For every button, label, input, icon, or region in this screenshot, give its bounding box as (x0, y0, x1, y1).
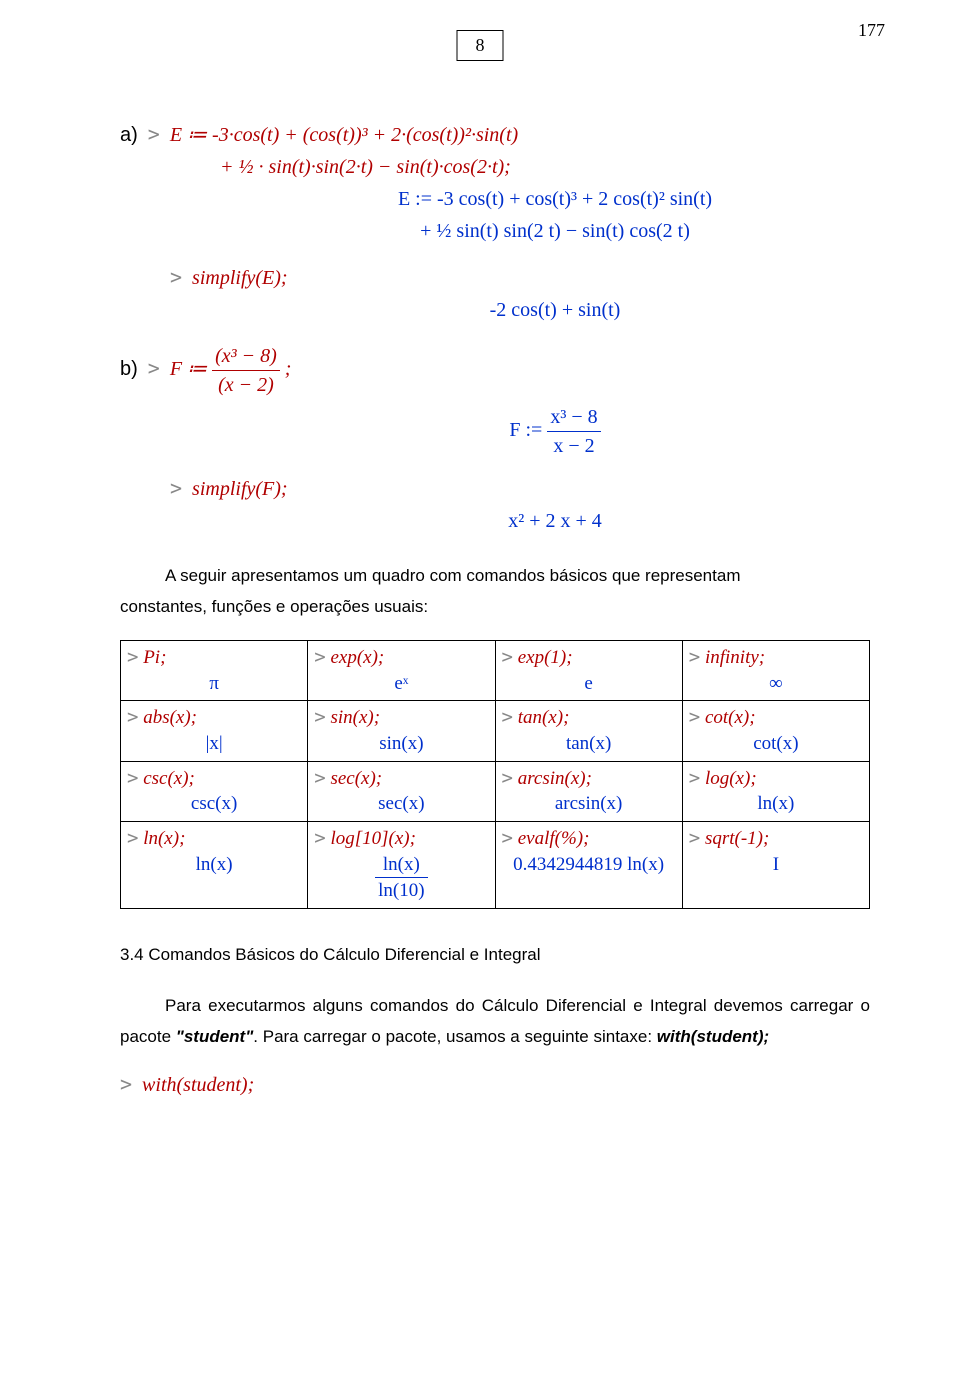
table-row: > csc(x);csc(x)> sec(x);sec(x)> arcsin(x… (121, 761, 870, 821)
table-cell: > abs(x);|x| (121, 701, 308, 761)
page-number-right: 177 (858, 20, 885, 41)
with-student-input: with(student); (142, 1074, 254, 1096)
table-cell: > log[10](x);ln(x)ln(10) (308, 822, 495, 909)
part-b-line: b) > F ≔ (x³ − 8)(x − 2) ; (120, 342, 870, 399)
part-a-simplify-in: > simplify(E); (120, 263, 870, 292)
part-b-input: F ≔ (x³ − 8)(x − 2) ; (170, 358, 292, 380)
table-cell: > arcsin(x);arcsin(x) (495, 761, 682, 821)
table-cell: > sqrt(-1);I (682, 822, 869, 909)
prompt-icon: > (120, 1072, 132, 1096)
para1-line-a: A seguir apresentamos um quadro com coma… (120, 561, 870, 592)
part-b-simplify-in: > simplify(F); (120, 474, 870, 503)
table-cell: > ln(x);ln(x) (121, 822, 308, 909)
page-box-number: 8 (457, 30, 504, 61)
command-table: > Pi;π> exp(x);eˣ> exp(1);e> infinity;∞>… (120, 640, 870, 909)
simplify-f-input: simplify(F); (192, 478, 288, 500)
part-a-input-1: E ≔ -3·cos(t) + (cos(t))³ + 2·(cos(t))²·… (170, 124, 518, 146)
part-a-line1: a) > E ≔ -3·cos(t) + (cos(t))³ + 2·(cos(… (120, 120, 870, 149)
command-table-body: > Pi;π> exp(x);eˣ> exp(1);e> infinity;∞>… (121, 641, 870, 909)
prompt-icon: > (148, 356, 160, 380)
table-cell: > tan(x);tan(x) (495, 701, 682, 761)
content: a) > E ≔ -3·cos(t) + (cos(t))³ + 2·(cos(… (120, 120, 870, 1099)
part-b-out-den: x − 2 (547, 431, 600, 460)
paragraph-1: A seguir apresentamos um quadro com coma… (120, 561, 870, 622)
table-cell: > exp(1);e (495, 641, 682, 701)
part-a-output-1: E := -3 cos(t) + cos(t)³ + 2 cos(t)² sin… (120, 185, 870, 213)
part-a-line2: + ½ · sin(t)·sin(2·t) − sin(t)·cos(2·t); (120, 153, 870, 181)
table-row: > abs(x);|x|> sin(x);sin(x)> tan(x);tan(… (121, 701, 870, 761)
paragraph-2: Para executarmos alguns comandos do Cálc… (120, 991, 870, 1052)
section-title: 3.4 Comandos Básicos do Cálculo Diferenc… (120, 945, 870, 965)
table-cell: > infinity;∞ (682, 641, 869, 701)
part-b-label: b) (120, 358, 138, 380)
part-b-out-num: x³ − 8 (547, 403, 600, 431)
table-cell: > sec(x);sec(x) (308, 761, 495, 821)
simplify-e-input: simplify(E); (192, 267, 288, 289)
page: 8 177 a) > E ≔ -3·cos(t) + (cos(t))³ + 2… (0, 0, 960, 1143)
part-a-input-2: + ½ · sin(t)·sin(2·t) − sin(t)·cos(2·t); (220, 156, 511, 178)
table-cell: > sin(x);sin(x) (308, 701, 495, 761)
part-a-label: a) (120, 124, 138, 146)
table-cell: > evalf(%);0.4342944819 ln(x) (495, 822, 682, 909)
simplify-f-output: x² + 2 x + 4 (120, 507, 870, 535)
prompt-icon: > (170, 265, 182, 289)
table-cell: > log(x);ln(x) (682, 761, 869, 821)
table-row: > ln(x);ln(x)> log[10](x);ln(x)ln(10)> e… (121, 822, 870, 909)
part-b-output: F := x³ − 8 x − 2 (120, 403, 870, 460)
para1-line-b: constantes, funções e operações usuais: (120, 592, 870, 623)
prompt-icon: > (170, 476, 182, 500)
table-row: > Pi;π> exp(x);eˣ> exp(1);e> infinity;∞ (121, 641, 870, 701)
part-b-out-lhs: F := (509, 419, 542, 441)
with-student-line: > with(student); (120, 1070, 870, 1099)
prompt-icon: > (148, 122, 160, 146)
simplify-e-output: -2 cos(t) + sin(t) (120, 296, 870, 324)
table-cell: > cot(x);cot(x) (682, 701, 869, 761)
part-a-output-2: + ½ sin(t) sin(2 t) − sin(t) cos(2 t) (120, 217, 870, 245)
table-cell: > exp(x);eˣ (308, 641, 495, 701)
table-cell: > Pi;π (121, 641, 308, 701)
part-b-out-frac: x³ − 8 x − 2 (547, 403, 600, 460)
table-cell: > csc(x);csc(x) (121, 761, 308, 821)
